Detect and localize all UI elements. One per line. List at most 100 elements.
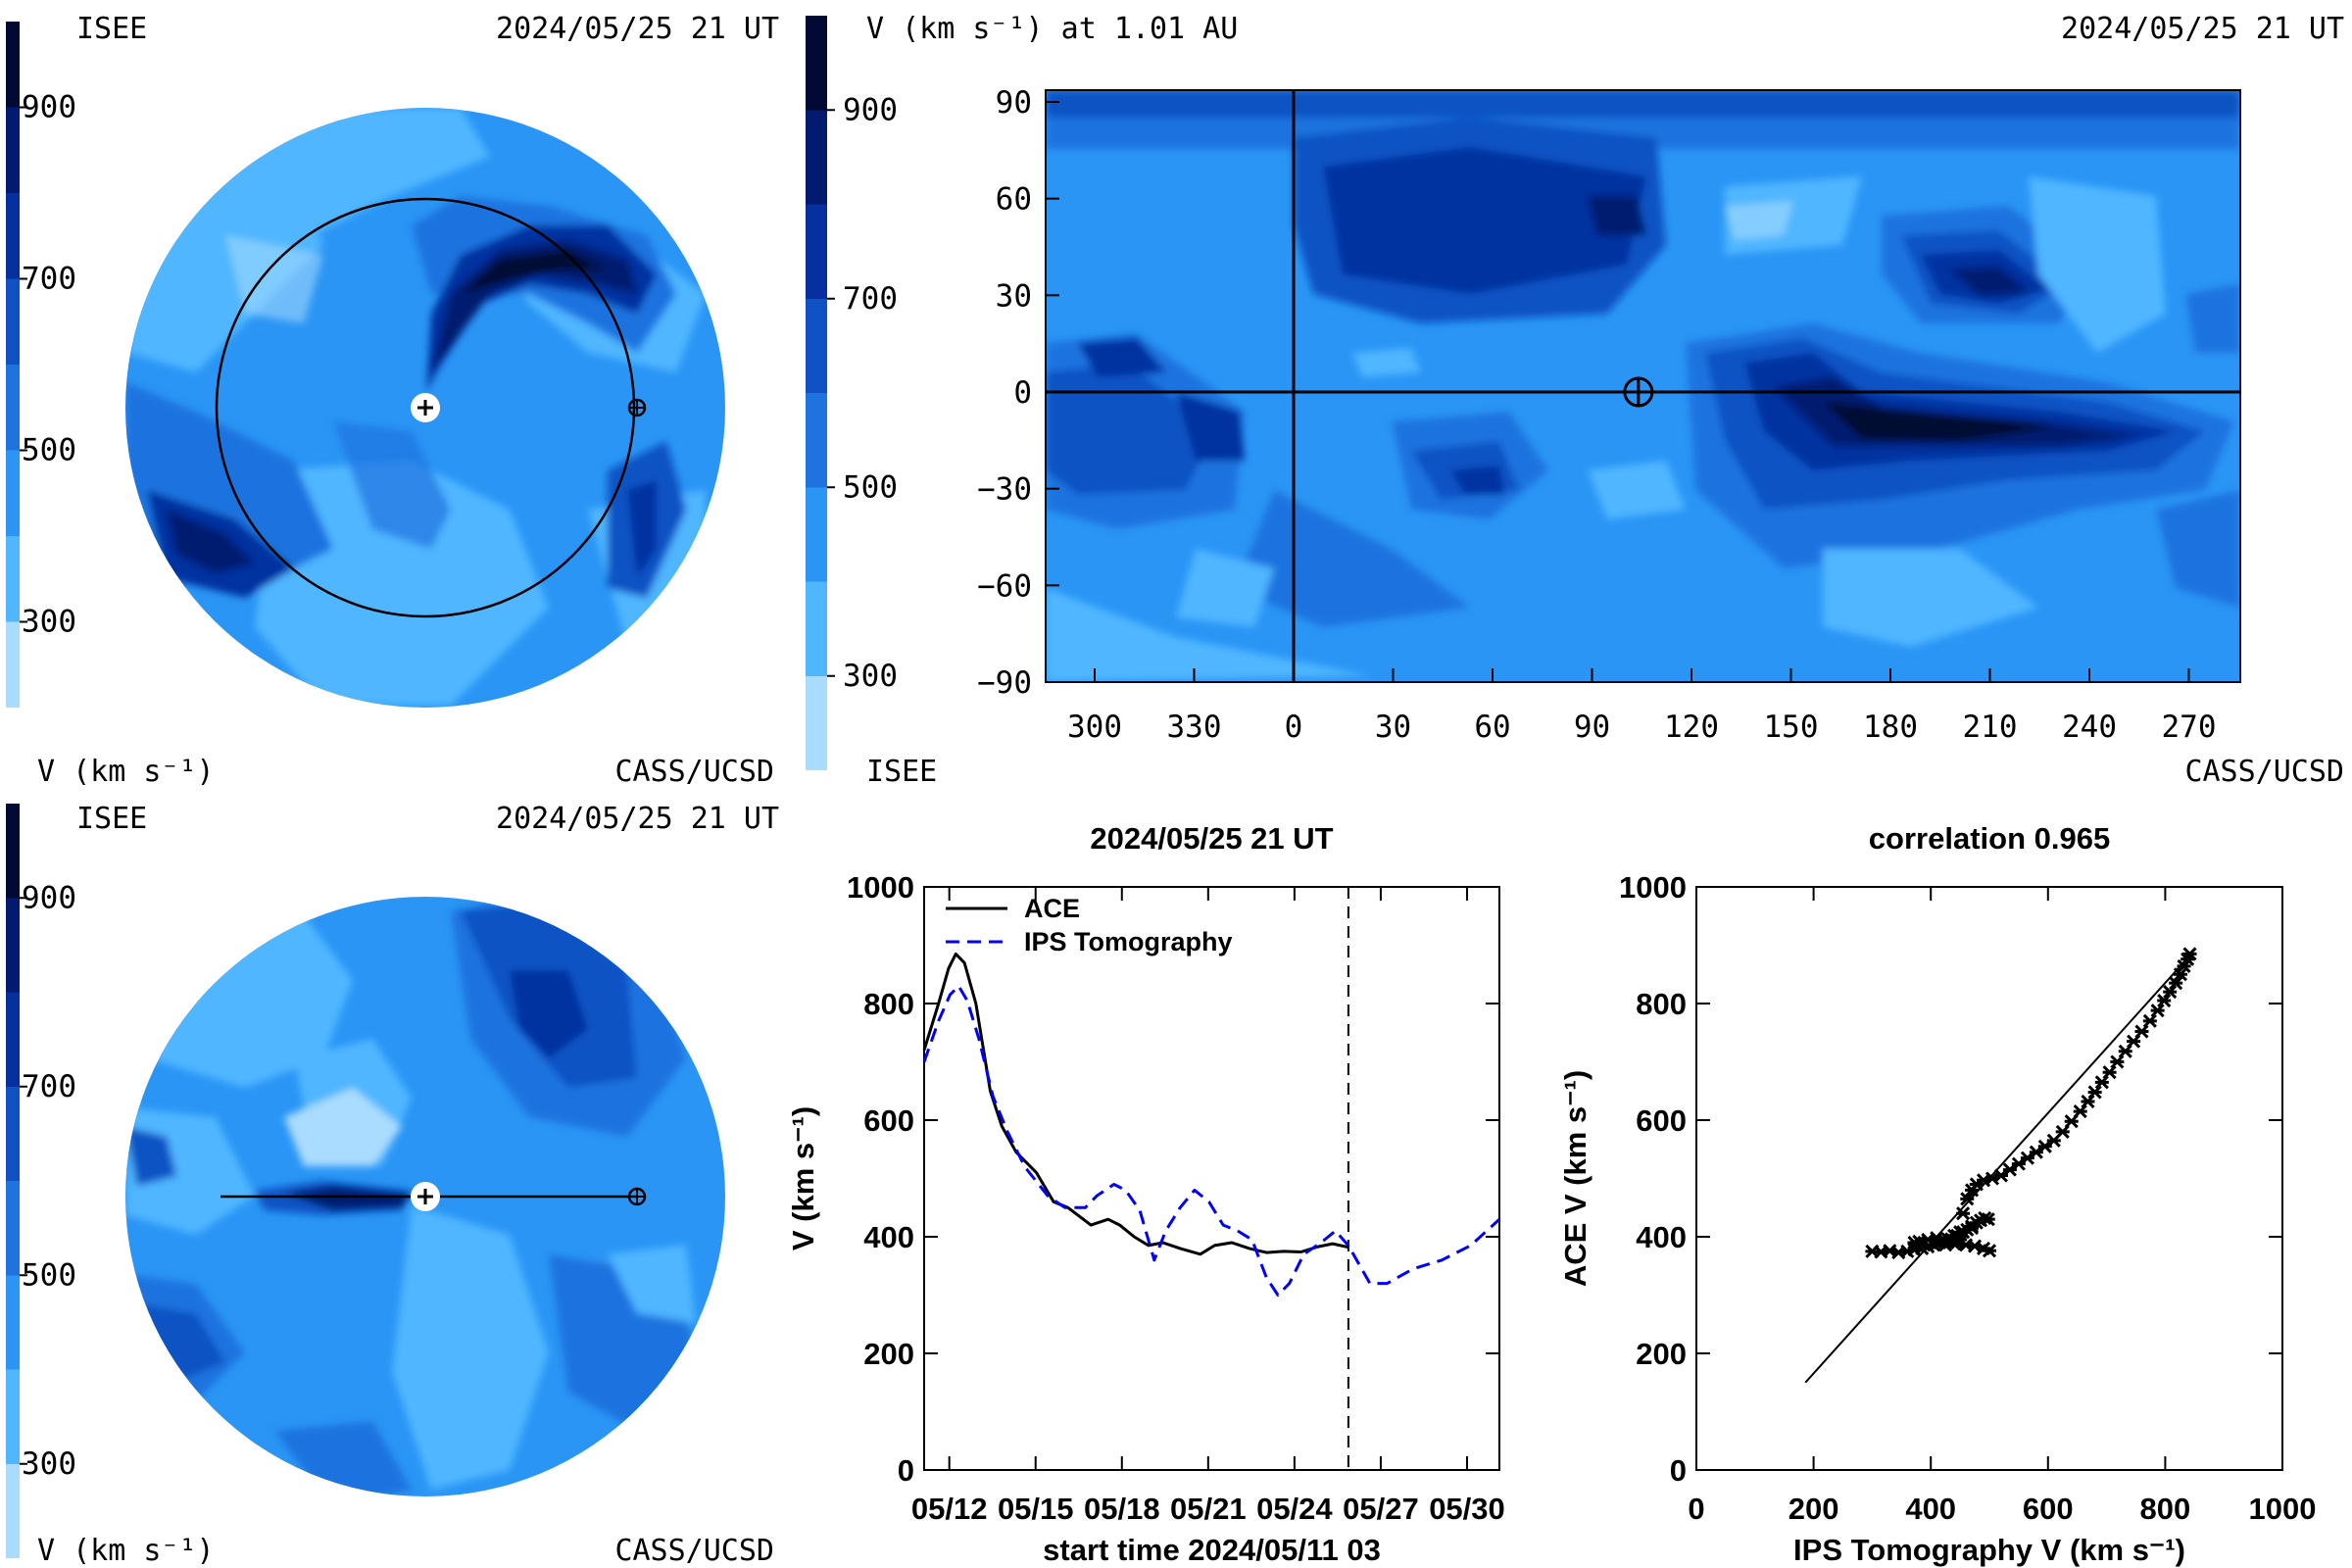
legend-label: IPS Tomography xyxy=(1024,927,1233,956)
panel-time-series: 2024/05/25 21 UT 0 200 400 600 800 1000 05/12 05… xyxy=(786,821,1505,1567)
x-tick-label: 05/24 xyxy=(1256,1492,1333,1526)
timestamp-label: 2024/05/25 21 UT xyxy=(496,12,779,46)
scatter-point xyxy=(1982,1244,1997,1258)
map-x-tick-label: 180 xyxy=(1863,710,1918,745)
series-line-ips-tomography xyxy=(922,984,1501,1297)
colorbar-meridional: 900 700 500 300 xyxy=(6,804,76,1558)
colorbar-tick-label: 900 xyxy=(22,90,76,125)
scatter-point xyxy=(2118,1044,2132,1058)
colorbar-unit-label: V (km s⁻¹) xyxy=(37,755,215,789)
colorbar-tick-label: 500 xyxy=(843,469,898,505)
colorbar-tick-label: 300 xyxy=(22,605,76,640)
scatter-point xyxy=(1960,1192,1975,1206)
y-axis-label: ACE V (km s⁻¹) xyxy=(1558,1070,1592,1287)
x-tick-label: 05/21 xyxy=(1170,1492,1247,1526)
map-x-tick-label: 210 xyxy=(1963,710,2018,745)
timestamp-label: 2024/05/25 21 UT xyxy=(496,802,779,836)
map-timestamp: 2024/05/25 21 UT xyxy=(2061,12,2344,46)
scatter-point xyxy=(2134,1024,2149,1039)
scatter-point xyxy=(1907,1235,1922,1250)
map-y-tick-label: 30 xyxy=(996,278,1032,314)
scatter-point xyxy=(1981,1212,1995,1227)
x-tick-label: 05/15 xyxy=(998,1492,1074,1526)
scatter-point xyxy=(2169,976,2183,991)
map-x-tick-label: 270 xyxy=(2162,710,2217,745)
y-axis-label: V (km s⁻¹) xyxy=(786,1106,820,1250)
x-tick-label: 800 xyxy=(2140,1492,2191,1526)
colorbar-tick-label: 700 xyxy=(22,262,76,297)
map-x-tick-label: 120 xyxy=(1664,710,1719,745)
map-x-tick-label: 300 xyxy=(1067,710,1122,745)
x-tick-label: 05/12 xyxy=(911,1492,988,1526)
y-tick-label: 400 xyxy=(1636,1220,1687,1254)
colorbar-tick-label: 500 xyxy=(22,433,76,468)
scatter-point xyxy=(2150,1004,2165,1018)
scatter-point xyxy=(1956,1206,1971,1221)
org-label-isee: ISEE xyxy=(76,12,147,46)
sun-marker-icon xyxy=(411,1182,440,1211)
panel-correlation-scatter: correlation 0.965 0 200 400 600 800 1000 0 200 40… xyxy=(1558,821,2316,1567)
scatter-point xyxy=(2102,1065,2117,1080)
chart-legend: ACE IPS Tomography xyxy=(946,894,1233,956)
y-tick-label: 200 xyxy=(1636,1337,1687,1371)
map-y-tick-label: −60 xyxy=(977,568,1032,604)
map-x-tick-label: 330 xyxy=(1167,710,1222,745)
scatter-point xyxy=(2157,993,2172,1008)
colorbar-gradient xyxy=(806,16,827,770)
y-tick-label: 200 xyxy=(863,1337,914,1371)
y-tick-label: 1000 xyxy=(1619,870,1687,905)
scatter-point xyxy=(2182,947,2197,961)
earth-marker-cross xyxy=(1624,378,1652,406)
colorbar-tick-label: 300 xyxy=(22,1446,76,1482)
scatter-point xyxy=(2073,1104,2087,1119)
scatter-point xyxy=(2110,1054,2125,1069)
colorbar-tick-label: 700 xyxy=(843,281,898,317)
earth-marker-icon xyxy=(627,398,647,417)
y-tick-label: 0 xyxy=(1670,1453,1687,1488)
colorbar-tick-label: 300 xyxy=(843,659,898,694)
map-y-tick-label: 60 xyxy=(996,182,1032,218)
map-title: V (km s⁻¹) at 1.01 AU xyxy=(866,12,1238,46)
colorbar-gradient xyxy=(6,22,20,708)
map-x-tick-label: 90 xyxy=(1574,710,1610,745)
scatter-point xyxy=(2177,958,2191,973)
y-tick-label: 0 xyxy=(898,1453,914,1488)
x-tick-label: 1000 xyxy=(2249,1492,2317,1526)
colorbar-map: 900 700 500 300 xyxy=(806,16,898,770)
series-line-ace xyxy=(922,952,1349,1256)
scatter-point xyxy=(1947,1237,1962,1251)
earth-marker-icon xyxy=(1623,376,1654,408)
scatter-point xyxy=(2081,1094,2095,1109)
chart-title: 2024/05/25 21 UT xyxy=(1090,821,1333,856)
x-tick-label: 400 xyxy=(1905,1492,1956,1526)
scatter-point xyxy=(2094,1075,2109,1090)
plot-frame xyxy=(923,886,1500,1471)
chart-title: correlation 0.965 xyxy=(1869,821,2110,856)
colorbar-tick-label: 900 xyxy=(843,92,898,127)
map-x-tick-label: 0 xyxy=(1285,710,1303,745)
panel-ecliptic-view: 900 700 500 300 ISEE 2024/05/25 21 UT xyxy=(6,12,779,789)
map-org-right: CASS/UCSD xyxy=(2184,755,2344,789)
x-axis-label: start time 2024/05/11 03 xyxy=(1043,1533,1381,1567)
scatter-point xyxy=(1964,1221,1980,1236)
map-org-left: ISEE xyxy=(866,755,937,789)
x-tick-label: 200 xyxy=(1788,1492,1839,1526)
x-tick-label: 600 xyxy=(2023,1492,2074,1526)
velocity-map-field xyxy=(1045,89,2241,683)
y-tick-label: 600 xyxy=(1636,1103,1687,1138)
scatter-point xyxy=(2163,985,2178,1000)
colorbar-tick-label: 500 xyxy=(22,1257,76,1293)
map-y-tick-label: −30 xyxy=(977,472,1032,508)
scatter-point xyxy=(2055,1124,2070,1139)
y-tick-label: 800 xyxy=(863,987,914,1021)
y-tick-label: 800 xyxy=(1636,987,1687,1021)
legend-label: ACE xyxy=(1024,894,1080,923)
map-y-tick-label: −90 xyxy=(977,665,1032,701)
x-tick-label: 05/27 xyxy=(1343,1492,1419,1526)
org-label-isee: ISEE xyxy=(76,802,147,836)
y-tick-label: 600 xyxy=(863,1103,914,1138)
map-x-tick-label: 240 xyxy=(2062,710,2117,745)
scatter-point xyxy=(2142,1013,2157,1028)
